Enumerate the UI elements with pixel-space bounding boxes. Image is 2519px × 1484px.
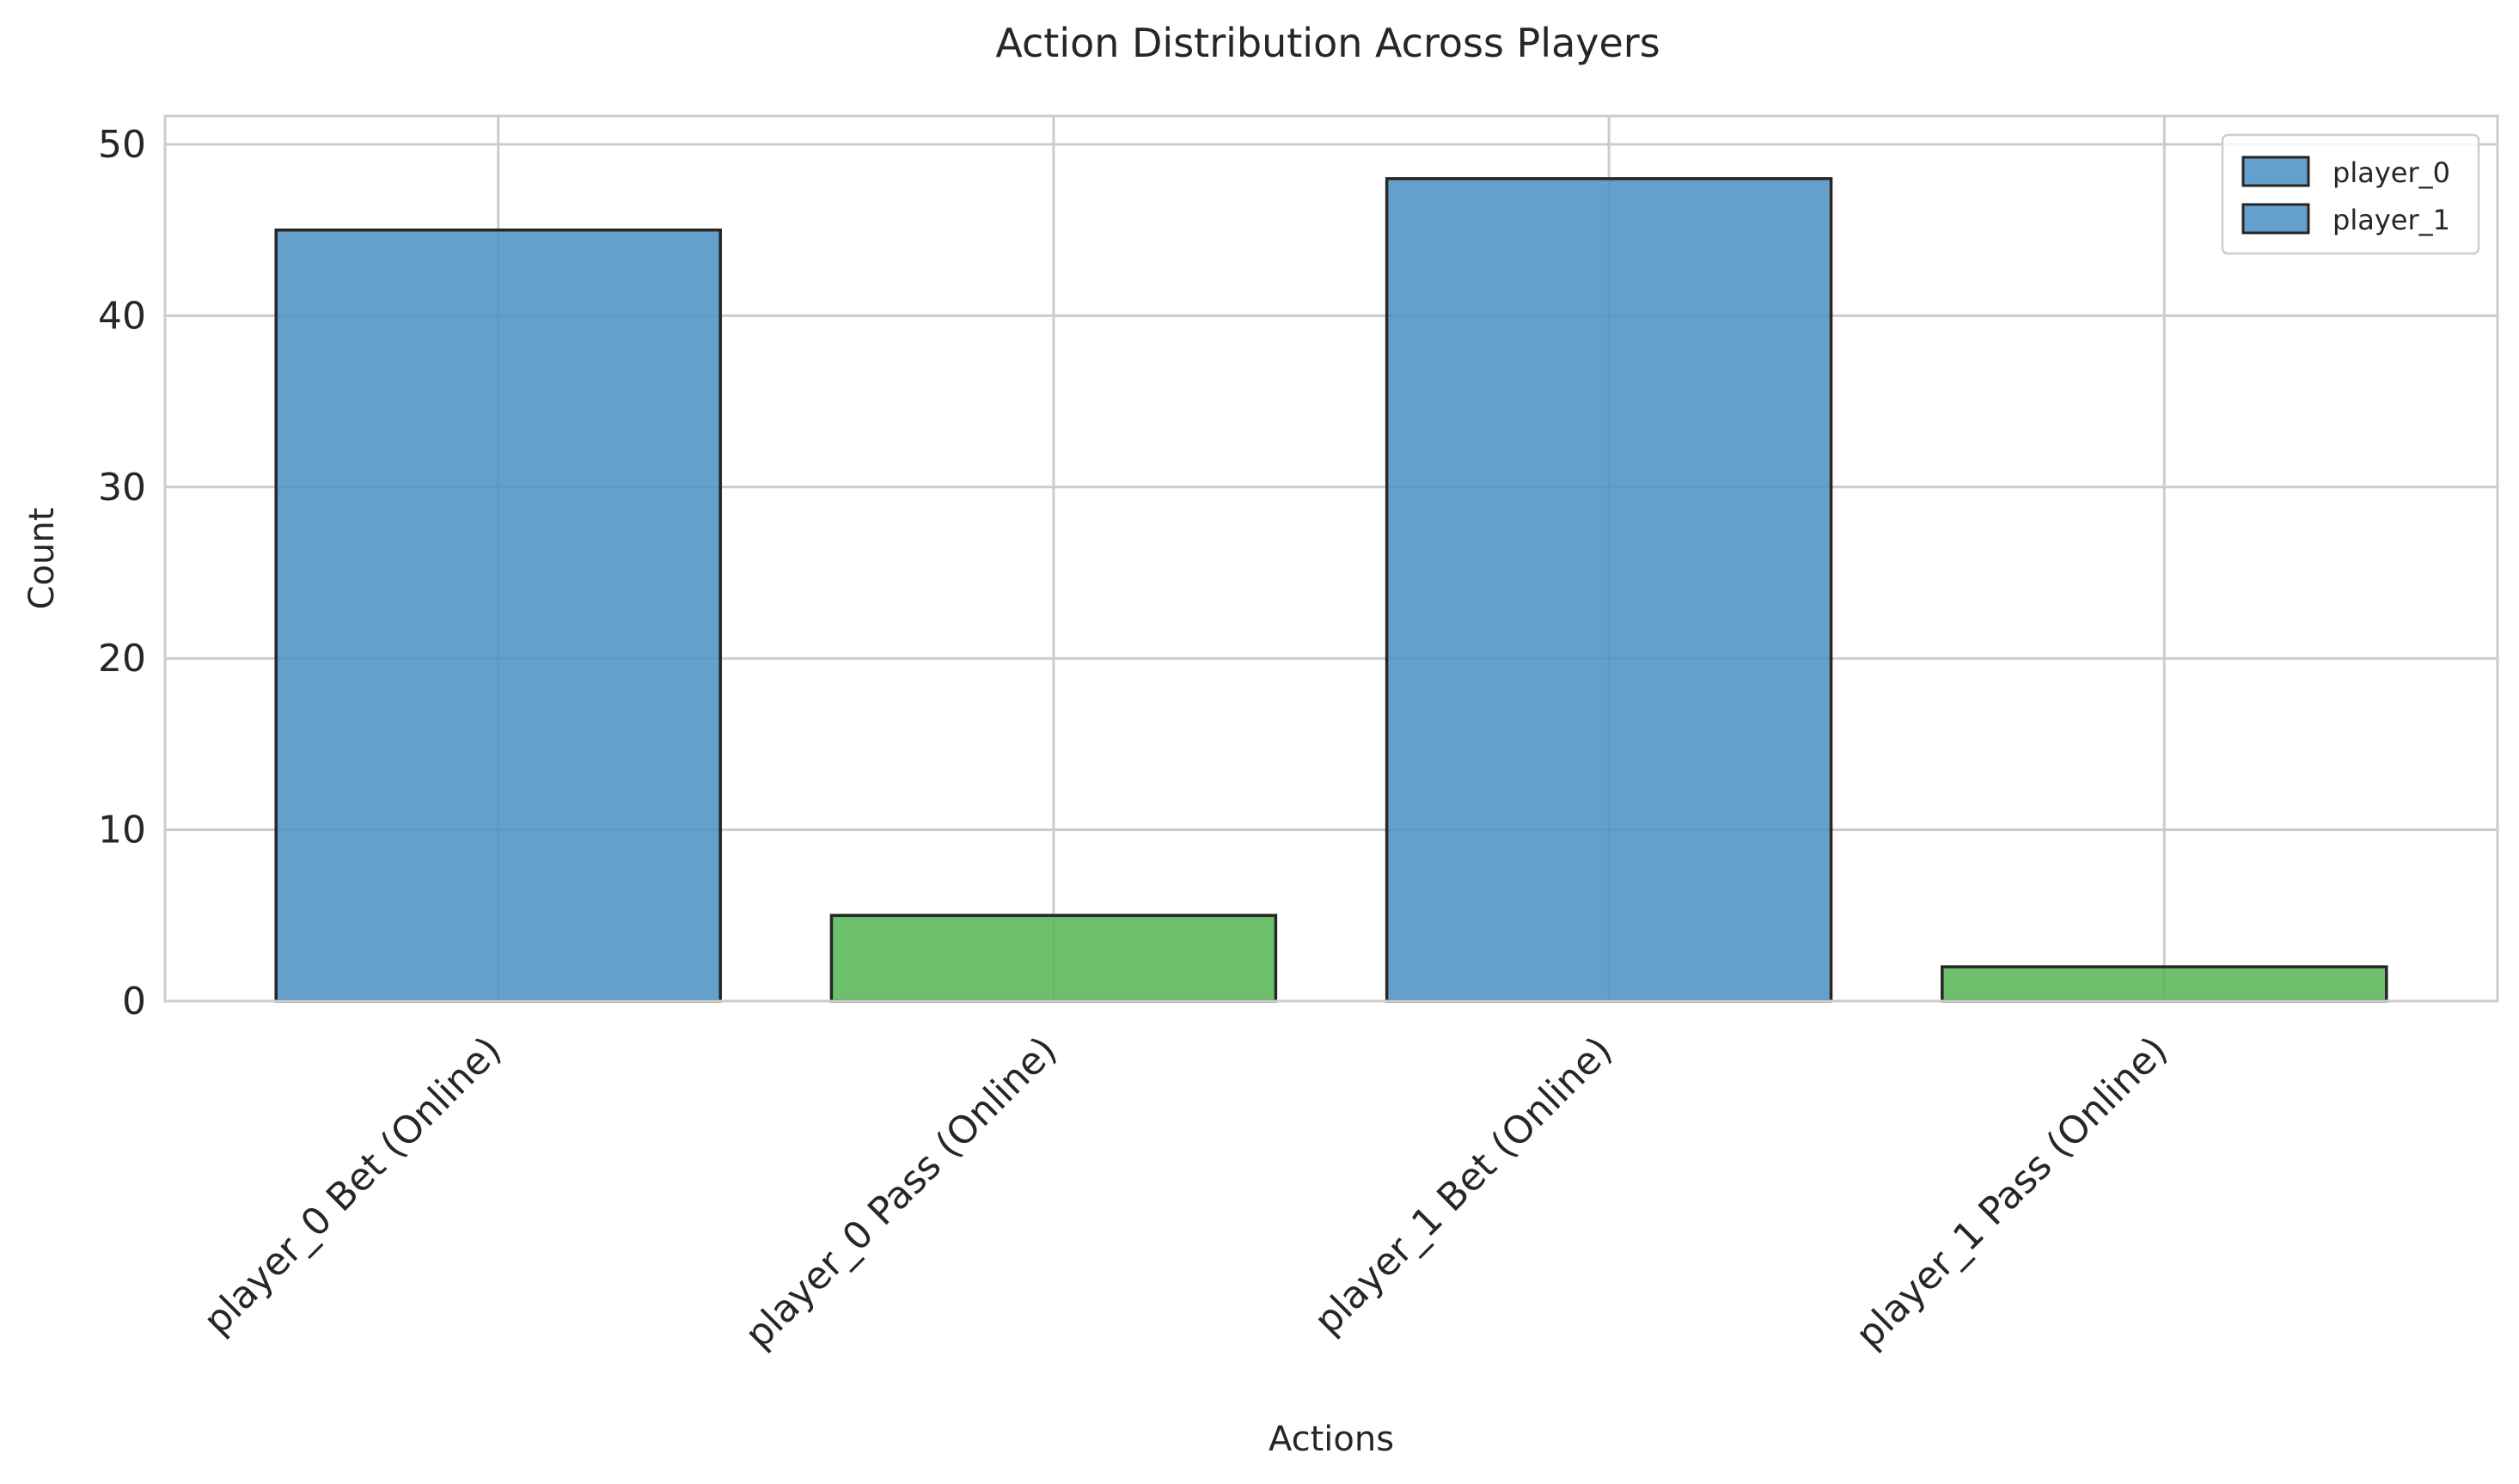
y-tick-label: 30 xyxy=(98,466,146,510)
y-tick-label: 40 xyxy=(98,294,146,338)
legend-label: player_0 xyxy=(2333,156,2450,189)
legend-label: player_1 xyxy=(2333,204,2450,236)
y-tick-label: 20 xyxy=(98,637,146,681)
y-tick-label: 10 xyxy=(98,809,146,852)
x-axis-label: Actions xyxy=(1269,1420,1394,1459)
legend-swatch xyxy=(2241,156,2310,187)
y-axis-label: Count xyxy=(22,508,62,610)
plot-frame xyxy=(163,114,2499,1003)
bar xyxy=(829,913,1278,1003)
bar xyxy=(1385,177,1833,1003)
bar xyxy=(1941,965,2388,1003)
legend: player_0 player_1 xyxy=(2221,133,2480,255)
bars xyxy=(274,177,2388,1003)
y-tick-labels: 0 10 20 30 40 50 xyxy=(98,123,146,1023)
y-tick-label: 50 xyxy=(98,123,146,167)
bar xyxy=(274,228,722,1003)
chart-title: Action Distribution Across Players xyxy=(995,20,1660,66)
legend-swatch xyxy=(2241,203,2310,235)
y-tick-label: 0 xyxy=(122,980,146,1023)
